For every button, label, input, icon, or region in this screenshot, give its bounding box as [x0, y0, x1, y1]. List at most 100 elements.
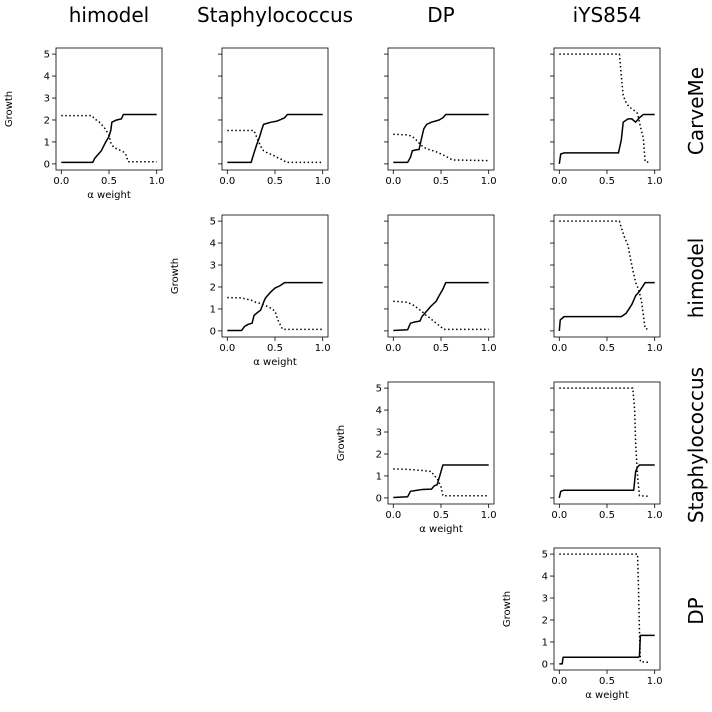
- x-tick-label: 0.0: [385, 343, 401, 354]
- x-tick-label: 0.0: [551, 510, 567, 521]
- y-axis-label: Growth: [4, 91, 15, 127]
- dotted-series-line: [559, 553, 650, 664]
- panel-carveme-dp: 0.0 0.5 1.0: [384, 47, 497, 187]
- x-tick-label: 1.0: [647, 343, 663, 354]
- column-title-himodel: himodel: [69, 3, 150, 27]
- axes-frame: [553, 547, 661, 671]
- y-tick-label: 2: [210, 282, 216, 293]
- y-tick-label: 4: [210, 239, 216, 250]
- panel-himodel-staphylococcus: 0.0 0.5 1.0 0 1 2 3 4 5 α weight Growth: [170, 214, 331, 368]
- x-tick-label: 1.0: [481, 343, 497, 354]
- axes-frame: [55, 47, 163, 171]
- column-titles: himodel Staphylococcus DP iYS854: [69, 3, 642, 27]
- x-tick-label: 1.0: [647, 510, 663, 521]
- x-tick-label: 0.0: [219, 343, 235, 354]
- x-tick-label: 0.5: [599, 676, 615, 687]
- x-tick-label: 1.0: [149, 176, 165, 187]
- dotted-series-line: [393, 133, 489, 162]
- solid-series-line: [393, 113, 489, 164]
- y-tick-label: 2: [542, 615, 548, 626]
- y-tick-label: 0: [44, 159, 50, 170]
- y-tick-label: 1: [210, 304, 216, 315]
- solid-series-line: [558, 281, 655, 331]
- y-tick-label: 5: [44, 50, 50, 61]
- y-tick-label: 1: [542, 637, 548, 648]
- x-tick-label: 0.5: [433, 343, 449, 354]
- x-tick-label: 0.5: [599, 510, 615, 521]
- x-tick-label: 0.5: [433, 176, 449, 187]
- row-title-carveme: CarveMe: [684, 67, 708, 155]
- x-tick-label: 1.0: [315, 343, 331, 354]
- x-tick-label: 0.0: [551, 343, 567, 354]
- dotted-series-line: [61, 114, 157, 163]
- y-tick-label: 5: [376, 384, 382, 395]
- x-tick-label: 1.0: [481, 510, 497, 521]
- dotted-series-line: [227, 296, 323, 331]
- y-tick-label: 4: [44, 72, 50, 83]
- axes-frame: [553, 381, 661, 505]
- dotted-series-line: [559, 53, 651, 164]
- row-title-staphylococcus: Staphylococcus: [684, 367, 708, 523]
- x-tick-label: 0.0: [385, 176, 401, 187]
- axes-frame: [221, 214, 329, 338]
- panel-carveme-staphylococcus: 0.0 0.5 1.0: [218, 47, 331, 187]
- y-tick-label: 3: [44, 94, 50, 105]
- x-tick-label: 0.5: [433, 510, 449, 521]
- column-title-dp: DP: [427, 3, 454, 27]
- solid-series-line: [559, 634, 655, 665]
- panel-staphylococcus-iys854: 0.0 0.5 1.0: [550, 381, 663, 521]
- panel-himodel-iys854: 0.0 0.5 1.0: [550, 214, 663, 354]
- panel-staphylococcus-dp: 0.0 0.5 1.0 0 1 2 3 4 5 α weight Growth: [336, 381, 497, 535]
- solid-series-line: [558, 113, 655, 165]
- y-tick-label: 3: [542, 594, 548, 605]
- x-axis-label: α weight: [253, 357, 297, 368]
- x-tick-label: 0.0: [53, 176, 69, 187]
- y-axis-label: Growth: [502, 591, 513, 627]
- axes-frame: [387, 214, 495, 338]
- x-tick-label: 0.0: [551, 676, 567, 687]
- x-tick-label: 0.5: [101, 176, 117, 187]
- panel-himodel-dp: 0.0 0.5 1.0: [384, 214, 497, 354]
- y-tick-label: 0: [542, 659, 548, 670]
- x-tick-label: 0.5: [599, 343, 615, 354]
- axes-frame: [387, 381, 495, 505]
- solid-series-line: [393, 464, 489, 499]
- y-tick-label: 2: [44, 115, 50, 126]
- y-tick-label: 4: [376, 406, 382, 417]
- y-tick-label: 0: [210, 326, 216, 337]
- solid-series-line: [393, 281, 489, 332]
- y-tick-label: 3: [210, 261, 216, 272]
- solid-series-line: [558, 464, 655, 499]
- panel-dp-iys854: 0.0 0.5 1.0 0 1 2 3 4 5 α weight Growth: [502, 547, 663, 701]
- x-tick-label: 1.0: [481, 176, 497, 187]
- panel-carveme-iys854: 0.0 0.5 1.0: [550, 47, 663, 187]
- y-axis-label: Growth: [170, 258, 181, 294]
- solid-series-line: [227, 113, 323, 164]
- solid-series-line: [227, 281, 323, 332]
- y-tick-label: 5: [210, 217, 216, 228]
- solid-series-line: [61, 113, 157, 164]
- x-tick-label: 1.0: [315, 176, 331, 187]
- y-tick-label: 0: [376, 493, 382, 504]
- x-tick-label: 1.0: [647, 176, 663, 187]
- dotted-series-line: [559, 220, 651, 331]
- y-tick-label: 1: [376, 471, 382, 482]
- row-title-himodel: himodel: [684, 238, 708, 319]
- column-title-iys854: iYS854: [573, 3, 642, 27]
- column-title-staphylococcus: Staphylococcus: [197, 3, 353, 27]
- x-axis-label: α weight: [585, 690, 629, 701]
- dotted-series-line: [559, 387, 650, 498]
- x-tick-label: 0.5: [267, 176, 283, 187]
- dotted-series-line: [227, 129, 323, 164]
- axes-frame: [221, 47, 329, 171]
- axes-frame: [553, 214, 661, 338]
- y-tick-label: 1: [44, 137, 50, 148]
- x-tick-label: 0.0: [219, 176, 235, 187]
- row-titles: CarveMe himodel Staphylococcus DP: [684, 67, 708, 625]
- x-tick-label: 1.0: [647, 676, 663, 687]
- dotted-series-line: [393, 300, 489, 331]
- panel-carveme-himodel: 0.0 0.5 1.0 0 1 2 3 4 5 α weight Growth: [4, 47, 165, 201]
- x-tick-label: 0.5: [599, 176, 615, 187]
- x-axis-label: α weight: [419, 524, 463, 535]
